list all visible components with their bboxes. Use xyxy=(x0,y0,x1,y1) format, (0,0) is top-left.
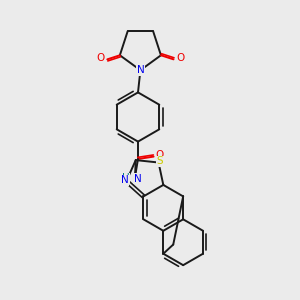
Text: N: N xyxy=(134,174,141,184)
Text: N: N xyxy=(136,65,144,75)
Text: N: N xyxy=(121,176,128,185)
Text: O: O xyxy=(176,53,184,63)
Text: S: S xyxy=(156,156,163,166)
Text: O: O xyxy=(97,53,105,63)
Text: O: O xyxy=(155,150,164,160)
Text: H: H xyxy=(122,173,129,183)
